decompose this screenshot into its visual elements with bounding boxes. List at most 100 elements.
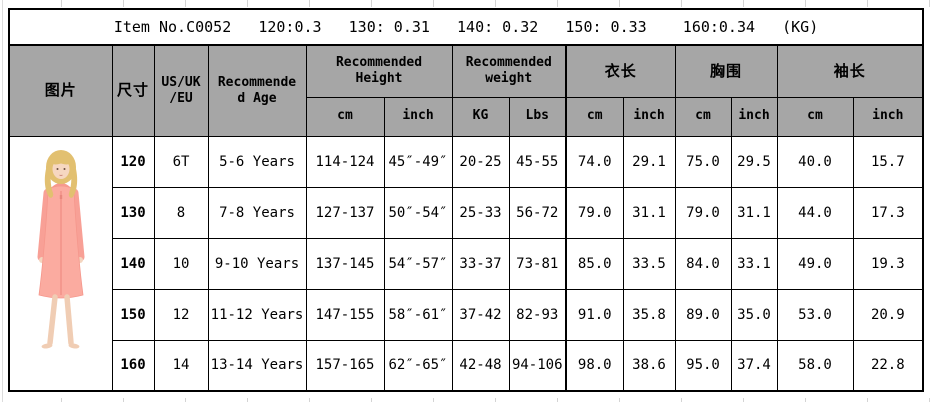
subheader-length-cm: cm <box>565 96 624 137</box>
cell-length-inch: 31.1 <box>622 186 676 239</box>
cell-chest-cm: 95.0 <box>674 339 732 392</box>
cell-age: 9-10 Years <box>207 237 307 290</box>
cell-region: 10 <box>153 237 209 290</box>
girl-in-pink-nightgown-image <box>37 149 85 348</box>
cell-sleeve-inch: 15.7 <box>852 135 924 188</box>
cell-weight-kg: 42-48 <box>451 339 510 392</box>
header-height-group: Recommended Height <box>305 44 453 98</box>
cell-height-inch: 62″-65″ <box>383 339 453 392</box>
cell-height-cm: 147-155 <box>305 288 385 341</box>
cell-length-inch: 33.5 <box>622 237 676 290</box>
size-chart-table: Item No.C0052 120:0.3 130: 0.31 140: 0.3… <box>8 8 925 392</box>
subheader-length-inch: inch <box>622 96 676 137</box>
cell-length-inch: 29.1 <box>622 135 676 188</box>
cell-region: 12 <box>153 288 209 341</box>
cell-weight-kg: 25-33 <box>451 186 510 239</box>
cell-height-cm: 157-165 <box>305 339 385 392</box>
cell-length-cm: 79.0 <box>565 186 624 239</box>
cell-sleeve-cm: 53.0 <box>776 288 854 341</box>
header-size: 尺寸 <box>111 44 155 137</box>
size-row-160: 160 14 13-14 Years 157-165 62″-65″ 42-48… <box>9 339 924 392</box>
size-row-150: 150 12 11-12 Years 147-155 58″-61″ 37-42… <box>9 288 924 341</box>
cell-chest-cm: 79.0 <box>674 186 732 239</box>
cell-length-inch: 35.8 <box>622 288 676 341</box>
subheader-chest-cm: cm <box>674 96 732 137</box>
cell-chest-cm: 75.0 <box>674 135 732 188</box>
cell-size: 160 <box>111 339 155 392</box>
cell-sleeve-cm: 49.0 <box>776 237 854 290</box>
cell-length-cm: 74.0 <box>565 135 624 188</box>
cell-height-inch: 54″-57″ <box>383 237 453 290</box>
item-title-row: Item No.C0052 120:0.3 130: 0.31 140: 0.3… <box>8 8 924 46</box>
cell-size: 150 <box>111 288 155 341</box>
cell-size: 120 <box>111 135 155 188</box>
cell-weight-kg: 20-25 <box>451 135 510 188</box>
cell-sleeve-cm: 40.0 <box>776 135 854 188</box>
cell-length-cm: 98.0 <box>565 339 624 392</box>
header-region: US/UK /EU <box>153 44 209 137</box>
spreadsheet-gridlines-bottom <box>0 398 930 402</box>
cell-sleeve-inch: 17.3 <box>852 186 924 239</box>
cell-sleeve-inch: 20.9 <box>852 288 924 341</box>
cell-region: 6T <box>153 135 209 188</box>
spreadsheet-gridline-left <box>2 0 3 402</box>
header-chest-group: 胸围 <box>674 44 778 98</box>
cell-size: 140 <box>111 237 155 290</box>
cell-weight-kg: 33-37 <box>451 237 510 290</box>
cell-sleeve-cm: 44.0 <box>776 186 854 239</box>
header-weight-group: Recommended weight <box>451 44 567 98</box>
header-sleeve-group: 袖长 <box>776 44 924 98</box>
cell-weight-kg: 37-42 <box>451 288 510 341</box>
cell-weight-lbs: 45-55 <box>508 135 567 188</box>
header-age: Recommende d Age <box>207 44 307 137</box>
size-row-140: 140 10 9-10 Years 137-145 54″-57″ 33-37 … <box>9 237 924 290</box>
subheader-weight-kg: KG <box>451 96 510 137</box>
cell-height-cm: 127-137 <box>305 186 385 239</box>
header-image: 图片 <box>8 44 113 137</box>
size-row-120: 120 6T 5-6 Years 114-124 45″-49″ 20-25 4… <box>8 135 924 392</box>
cell-chest-inch: 37.4 <box>730 339 778 392</box>
cell-chest-inch: 29.5 <box>730 135 778 188</box>
cell-weight-lbs: 56-72 <box>508 186 567 239</box>
header-row-groups: 图片 尺寸 US/UK /EU Recommende d Age Recomme… <box>8 44 924 137</box>
subheader-height-cm: cm <box>305 96 385 137</box>
cell-sleeve-cm: 58.0 <box>776 339 854 392</box>
cell-age: 7-8 Years <box>207 186 307 239</box>
cell-height-cm: 114-124 <box>305 135 385 188</box>
subheader-weight-lbs: Lbs <box>508 96 567 137</box>
header-row-units: cm inch KG Lbs cm inch cm inch cm inch <box>9 96 924 137</box>
cell-length-cm: 91.0 <box>565 288 624 341</box>
cell-chest-inch: 31.1 <box>730 186 778 239</box>
cell-length-inch: 38.6 <box>622 339 676 392</box>
cell-chest-cm: 84.0 <box>674 237 732 290</box>
cell-size: 130 <box>111 186 155 239</box>
cell-height-cm: 137-145 <box>305 237 385 290</box>
cell-chest-cm: 89.0 <box>674 288 732 341</box>
header-garment-length-group: 衣长 <box>565 44 676 98</box>
subheader-sleeve-inch: inch <box>852 96 924 137</box>
cell-height-inch: 50″-54″ <box>383 186 453 239</box>
cell-weight-lbs: 73-81 <box>508 237 567 290</box>
cell-chest-inch: 35.0 <box>730 288 778 341</box>
cell-chest-inch: 33.1 <box>730 237 778 290</box>
cell-length-cm: 85.0 <box>565 237 624 290</box>
size-row-130: 130 8 7-8 Years 127-137 50″-54″ 25-33 56… <box>9 186 924 239</box>
cell-weight-lbs: 94-106 <box>508 339 567 392</box>
cell-age: 5-6 Years <box>207 135 307 188</box>
item-number-weights-line: Item No.C0052 120:0.3 130: 0.31 140: 0.3… <box>8 8 924 46</box>
cell-height-inch: 45″-49″ <box>383 135 453 188</box>
product-photo-cell <box>8 135 113 392</box>
cell-age: 11-12 Years <box>207 288 307 341</box>
cell-height-inch: 58″-61″ <box>383 288 453 341</box>
subheader-sleeve-cm: cm <box>776 96 854 137</box>
spreadsheet-gridlines-top <box>0 0 930 7</box>
subheader-chest-inch: inch <box>730 96 778 137</box>
cell-sleeve-inch: 22.8 <box>852 339 924 392</box>
cell-sleeve-inch: 19.3 <box>852 237 924 290</box>
cell-region: 14 <box>153 339 209 392</box>
cell-age: 13-14 Years <box>207 339 307 392</box>
subheader-height-inch: inch <box>383 96 453 137</box>
cell-region: 8 <box>153 186 209 239</box>
cell-weight-lbs: 82-93 <box>508 288 567 341</box>
